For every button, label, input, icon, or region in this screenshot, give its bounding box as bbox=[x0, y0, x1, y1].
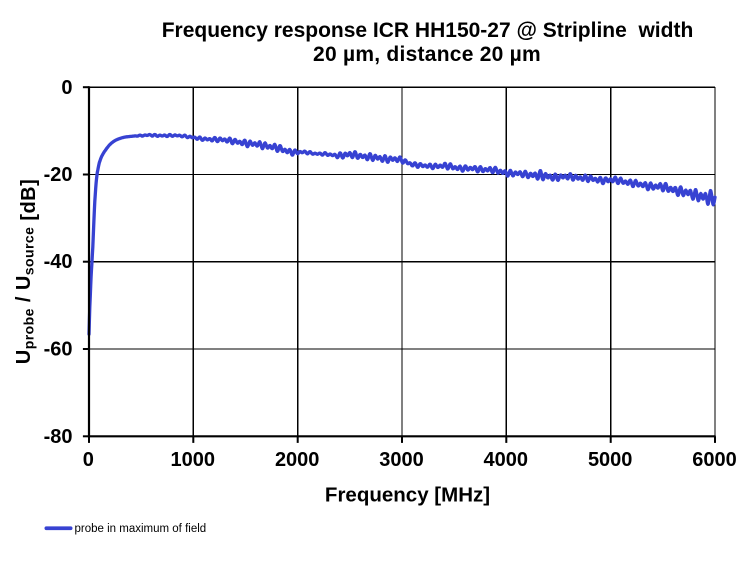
svg-text:4000: 4000 bbox=[484, 449, 529, 471]
svg-text:0: 0 bbox=[61, 77, 72, 99]
svg-text:-60: -60 bbox=[44, 339, 73, 361]
svg-text:0: 0 bbox=[83, 449, 94, 471]
svg-text:2000: 2000 bbox=[275, 449, 320, 471]
svg-text:probe in maximum of field: probe in maximum of field bbox=[75, 523, 207, 535]
svg-text:3000: 3000 bbox=[379, 449, 424, 471]
svg-text:5000: 5000 bbox=[588, 449, 633, 471]
svg-text:-20: -20 bbox=[44, 164, 73, 186]
svg-text:6000: 6000 bbox=[692, 449, 737, 471]
svg-text:-80: -80 bbox=[44, 426, 73, 448]
svg-text:-40: -40 bbox=[44, 251, 73, 273]
svg-text:Frequency response ICR HH150-2: Frequency response ICR HH150-27 @ Stripl… bbox=[162, 19, 694, 42]
svg-text:Frequency [MHz]: Frequency [MHz] bbox=[325, 483, 490, 506]
svg-text:20 µm, distance 20 µm: 20 µm, distance 20 µm bbox=[313, 43, 541, 66]
svg-text:1000: 1000 bbox=[171, 449, 216, 471]
